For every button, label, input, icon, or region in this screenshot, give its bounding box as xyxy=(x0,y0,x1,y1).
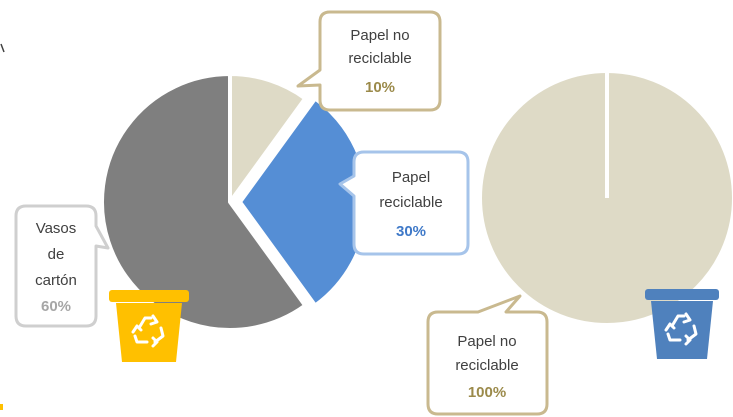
edge-artifact xyxy=(0,43,5,53)
slice-label-line: cartón xyxy=(35,272,77,289)
callout-paper-cups: Vasos de cartón 60% xyxy=(14,204,110,328)
callout-paper-non-recyclable-left: Papel no reciclable 10% xyxy=(296,10,442,112)
slice-value-label: 100% xyxy=(468,384,506,401)
pie-chart-composition-1 xyxy=(100,72,370,332)
pie-chart-composition-2 xyxy=(478,69,733,327)
recycle-bin-yellow-icon xyxy=(109,290,189,362)
slice-value-label: 60% xyxy=(41,298,71,315)
callout-paper-non-recyclable-right: Papel no reciclable 100% xyxy=(426,294,549,416)
slice-label-line: Papel no xyxy=(350,27,409,44)
slice-label-line: Vasos xyxy=(36,220,77,237)
callout-paper-recyclable: Papel reciclable 30% xyxy=(338,150,470,256)
slice-label-line: reciclable xyxy=(379,194,442,211)
slice-label-line: reciclable xyxy=(455,357,518,374)
edge-artifact xyxy=(0,404,3,410)
slice-label-line: reciclable xyxy=(348,50,411,67)
pie-slice xyxy=(100,72,308,332)
slice-value-label: 10% xyxy=(365,79,395,96)
slice-value-label: 30% xyxy=(396,223,426,240)
slice-label-line: Papel no xyxy=(457,333,516,350)
slice-label-line: de xyxy=(48,246,65,263)
recycle-bin-blue-icon xyxy=(645,289,719,359)
slice-label-line: Papel xyxy=(392,169,430,186)
